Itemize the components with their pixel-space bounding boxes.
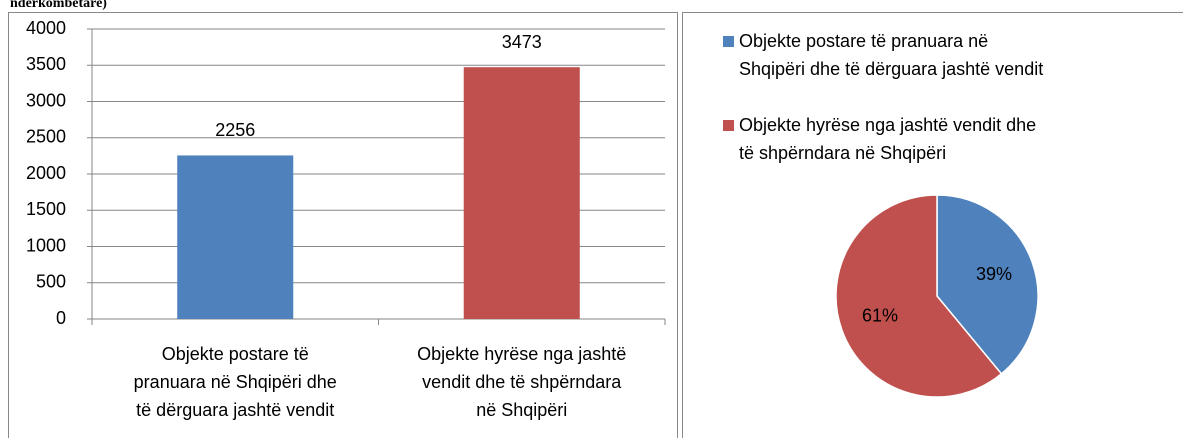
legend-label: Objekte postare të pranuara në Shqipëri d… — [739, 31, 1043, 79]
pie-slice — [936, 194, 1039, 375]
x-tick-label: Objekte hyrëse nga jashtë vendit dhe të s… — [417, 344, 626, 420]
data-label: 3473 — [502, 32, 542, 52]
y-tick-label: 500 — [36, 272, 66, 292]
legend-swatch — [723, 36, 734, 47]
bar — [177, 155, 294, 319]
bar-panel — [8, 12, 678, 438]
legend-swatch — [723, 120, 734, 131]
bar — [463, 67, 580, 320]
y-tick-label: 2500 — [26, 127, 66, 147]
caption: ndërkombëtare) — [10, 0, 107, 11]
y-tick-label: 3500 — [26, 54, 66, 74]
y-tick-label: 1500 — [26, 199, 66, 219]
y-tick-label: 3000 — [26, 90, 66, 110]
y-tick-label: 4000 — [26, 18, 66, 38]
y-tick-label: 2000 — [26, 163, 66, 183]
y-tick-label: 1000 — [26, 235, 66, 255]
x-tick-label: Objekte postare të pranuara në Shqipëri d… — [134, 344, 337, 420]
y-tick-label: 0 — [56, 308, 66, 328]
legend-label: Objekte hyrëse nga jashtë vendit dhe të s… — [739, 115, 1036, 163]
data-label: 61% — [862, 305, 898, 325]
data-label: 39% — [976, 264, 1012, 284]
data-label: 2256 — [215, 120, 255, 140]
pie-slice — [835, 194, 1003, 398]
pie-panel — [682, 12, 1183, 438]
